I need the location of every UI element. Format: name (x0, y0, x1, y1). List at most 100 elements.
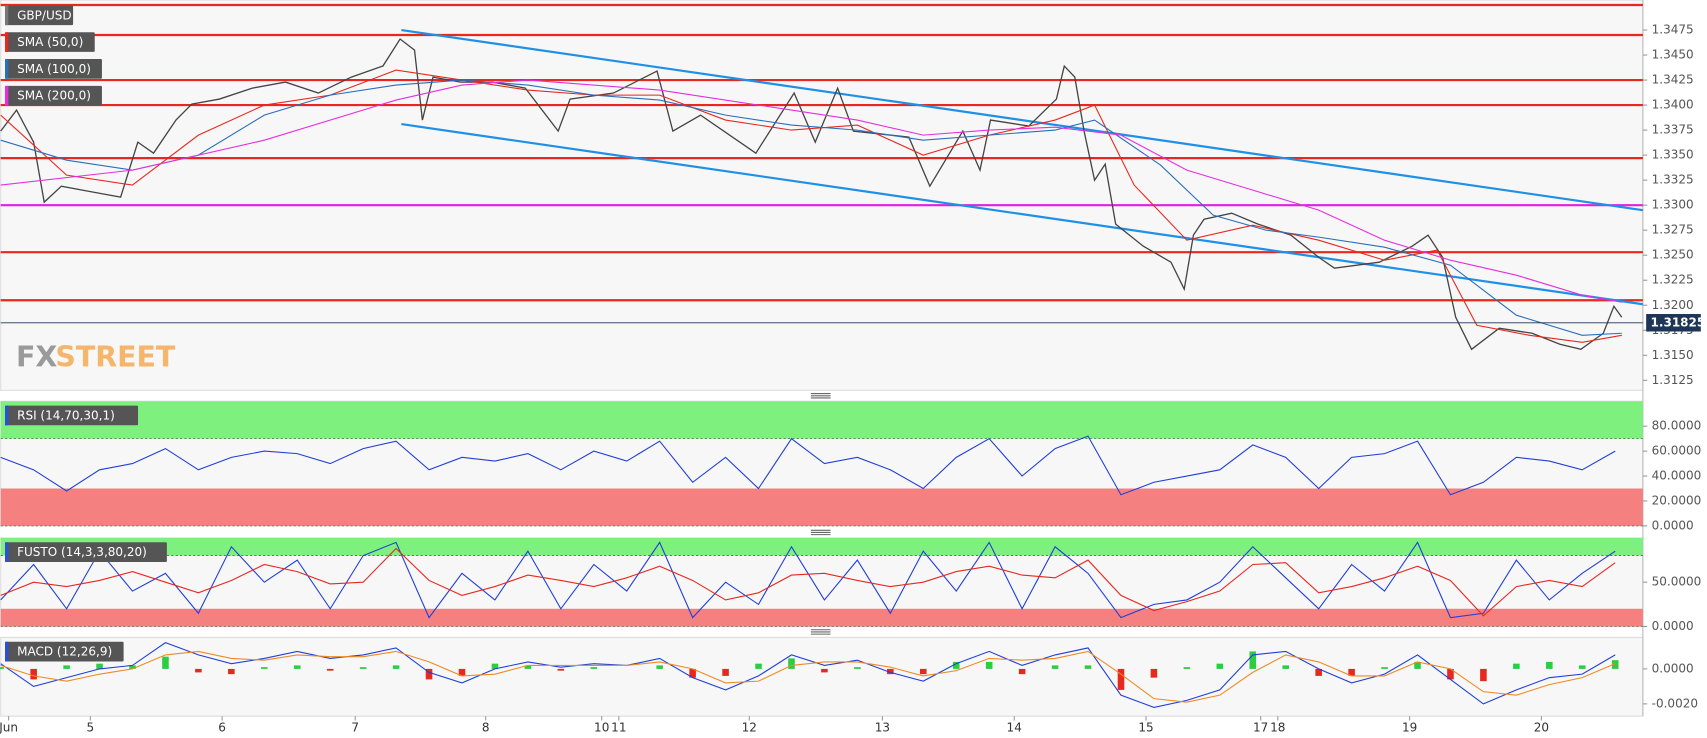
histogram-bar (590, 667, 598, 669)
last-price-label: 1.31825 (1651, 315, 1706, 329)
series-line (0, 69, 1622, 343)
x-tick-label: 14 (1007, 721, 1022, 735)
y-tick-label: 1.3200 (1652, 298, 1694, 312)
histogram-bar (689, 668, 696, 678)
y-tick-label: 60.0000 (1652, 444, 1702, 458)
legend-box (5, 405, 139, 426)
histogram-bar (228, 668, 235, 675)
macd-panel (0, 636, 1644, 717)
legend-box (5, 59, 102, 79)
histogram-bar (722, 668, 729, 676)
histogram-bar (293, 665, 301, 669)
legend-swatch (5, 542, 9, 562)
histogram-bar (1249, 651, 1257, 669)
channel-line (401, 28, 1644, 212)
legend-swatch (5, 85, 9, 106)
series-line (0, 642, 1616, 708)
histogram-bar (129, 665, 136, 669)
x-tick-label: 6 (218, 721, 226, 735)
series-line (0, 38, 1623, 351)
watermark: FX (16, 341, 57, 374)
histogram-bar (1018, 668, 1026, 675)
histogram-bar (1183, 667, 1191, 669)
series-line (0, 435, 1616, 496)
main-panel (0, 0, 1644, 391)
series-line (0, 650, 1616, 703)
series-line (0, 541, 1616, 619)
histogram-bar (1546, 661, 1553, 669)
legend-swatch (5, 59, 9, 79)
x-tick-label: 20 (1534, 721, 1549, 735)
histogram-bar (1051, 665, 1059, 669)
y-tick-label: 0.0000 (1652, 518, 1694, 532)
watermark: STREET (55, 341, 176, 374)
y-tick-label: 40.0000 (1652, 469, 1702, 483)
panel-handles (810, 393, 831, 635)
legend-label: MACD (12,26,9) (17, 645, 112, 659)
histogram-bar (656, 665, 663, 669)
histogram-bar (952, 661, 960, 669)
y-tick-label: 1.3300 (1652, 198, 1694, 212)
band (0, 608, 1643, 627)
series-line (0, 547, 1616, 617)
legend-box (5, 5, 74, 26)
x-tick-label: 17 (1253, 721, 1268, 735)
band (0, 537, 1643, 556)
x-tick-label: 5 (86, 721, 94, 735)
histogram-bar (1513, 663, 1520, 669)
y-tick-label: 1.3475 (1652, 23, 1694, 37)
legend-swatch (5, 405, 9, 426)
legend-label: SMA (200,0) (17, 89, 91, 103)
histogram-bar (1282, 665, 1289, 669)
y-tick-label: 1.3450 (1652, 48, 1694, 62)
histogram-bar (557, 668, 565, 671)
y-tick-label: 80.0000 (1652, 419, 1702, 433)
y-tick-label: -0.0020 (1652, 696, 1698, 710)
x-tick-label: Jun (0, 721, 18, 735)
y-tick-label: 1.3150 (1652, 348, 1694, 362)
x-tick-label: 11 (611, 721, 626, 735)
histogram-bar (458, 668, 466, 676)
histogram-bar (1117, 668, 1125, 690)
histogram-bar (1084, 665, 1092, 669)
legend-swatch (5, 5, 9, 26)
y-tick-label: 0.0000 (1652, 619, 1694, 633)
histogram-bar (1414, 661, 1421, 669)
y-tick-label: 1.3375 (1652, 123, 1694, 137)
histogram-bar (821, 668, 828, 673)
x-tick-label: 15 (1138, 721, 1153, 735)
x-tick-label: 18 (1270, 721, 1285, 735)
last-price-box (1646, 314, 1701, 332)
histogram-bar (30, 668, 37, 680)
histogram-bar (0, 667, 4, 669)
histogram-bar (1216, 663, 1224, 669)
histogram-bar (96, 663, 103, 669)
x-tick-label: 10 (594, 721, 609, 735)
x-tick-label: 19 (1402, 721, 1417, 735)
histogram-bar (491, 663, 499, 669)
legend-label: FUSTO (14,3,3,80,20) (17, 545, 147, 559)
x-tick-label: 7 (351, 721, 359, 735)
histogram-bar (524, 665, 532, 669)
legend-label: SMA (50,0) (17, 35, 83, 49)
histogram-bar (425, 668, 433, 680)
histogram-bar (887, 668, 894, 675)
y-tick-label: 1.3400 (1652, 98, 1694, 112)
x-tick-label: 12 (742, 721, 757, 735)
legend-box (5, 542, 167, 562)
histogram-bar (919, 668, 927, 675)
histogram-bar (359, 667, 367, 669)
histogram-bar (195, 668, 202, 673)
y-tick-label: 1.3275 (1652, 223, 1694, 237)
histogram-bar (1447, 668, 1454, 680)
legend-label: GBP/USD (17, 8, 72, 22)
histogram-bar (1578, 665, 1586, 669)
x-tick-label: 8 (482, 721, 490, 735)
y-tick-label: 50.0000 (1652, 575, 1702, 589)
y-tick-label: 20.0000 (1652, 493, 1702, 507)
histogram-bar (1480, 668, 1487, 682)
histogram-bar (755, 663, 762, 669)
histogram-bar (162, 656, 169, 669)
y-tick-label: 1.3250 (1652, 248, 1694, 262)
